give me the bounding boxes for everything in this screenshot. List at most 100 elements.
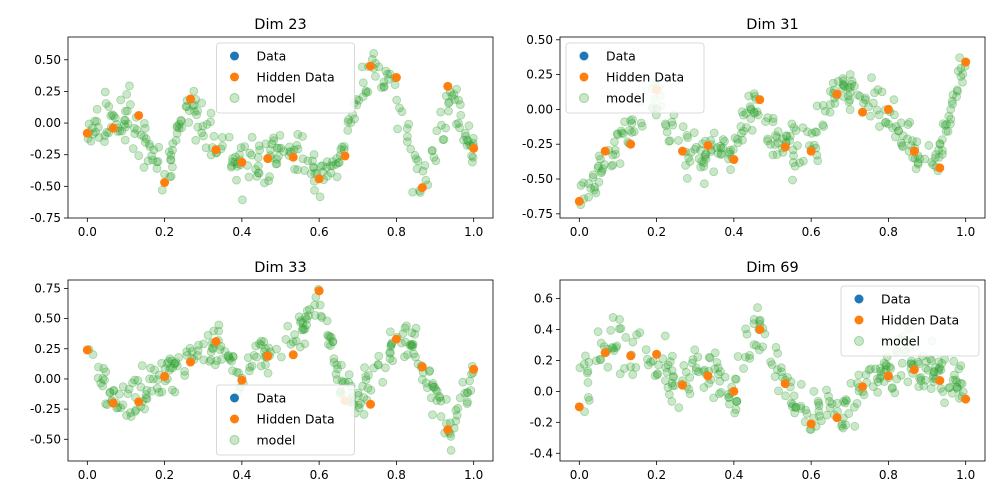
model-point bbox=[297, 325, 307, 335]
model-point bbox=[936, 383, 946, 393]
legend-marker bbox=[230, 72, 239, 82]
model-point bbox=[913, 159, 923, 169]
model-point bbox=[303, 156, 313, 166]
model-point bbox=[298, 323, 308, 333]
model-point bbox=[736, 122, 746, 131]
model-point bbox=[839, 396, 848, 406]
model-point bbox=[905, 117, 915, 127]
model-point bbox=[915, 154, 925, 164]
model-point bbox=[298, 318, 308, 328]
model-point bbox=[665, 136, 675, 146]
model-point bbox=[421, 175, 431, 185]
model-point bbox=[432, 396, 442, 405]
model-point bbox=[788, 399, 797, 409]
model-point bbox=[931, 150, 941, 159]
x-tick-label: 1.0 bbox=[464, 468, 483, 482]
model-point bbox=[946, 105, 956, 114]
model-point bbox=[120, 119, 129, 129]
model-point bbox=[358, 78, 368, 88]
hidden-data-point bbox=[729, 386, 739, 396]
model-point bbox=[98, 381, 107, 391]
model-point bbox=[820, 106, 830, 116]
axes-frame bbox=[559, 279, 986, 462]
model-point bbox=[663, 360, 673, 370]
model-point bbox=[875, 364, 885, 373]
model-point bbox=[713, 149, 723, 158]
model-point bbox=[761, 117, 770, 127]
model-point bbox=[441, 91, 451, 101]
model-point bbox=[749, 319, 759, 329]
model-point bbox=[427, 146, 437, 156]
model-point bbox=[745, 354, 754, 363]
hidden-data-point bbox=[883, 371, 893, 381]
model-point bbox=[226, 162, 236, 172]
model-point bbox=[276, 143, 286, 153]
model-point bbox=[844, 97, 854, 107]
model-point bbox=[199, 131, 208, 141]
model-point bbox=[584, 395, 594, 405]
model-point bbox=[938, 149, 947, 159]
model-point bbox=[388, 356, 398, 366]
model-point bbox=[773, 349, 783, 358]
model-point bbox=[185, 343, 195, 353]
model-point bbox=[635, 328, 645, 338]
model-point bbox=[141, 134, 151, 144]
model-point bbox=[464, 121, 474, 131]
model-point bbox=[337, 376, 347, 386]
model-point bbox=[813, 156, 823, 166]
model-point bbox=[871, 364, 880, 374]
hidden-data-point bbox=[314, 286, 324, 296]
model-point bbox=[875, 122, 884, 131]
model-point bbox=[942, 119, 951, 129]
model-point bbox=[386, 340, 396, 350]
model-point bbox=[620, 364, 629, 373]
model-point bbox=[247, 132, 257, 142]
model-point bbox=[766, 357, 776, 367]
model-point bbox=[232, 175, 241, 185]
model-point bbox=[296, 317, 305, 327]
model-point bbox=[718, 135, 728, 144]
model-point bbox=[139, 118, 149, 128]
y-tick-label: -0.75 bbox=[30, 211, 61, 225]
model-point bbox=[359, 393, 369, 402]
model-point bbox=[172, 121, 182, 131]
model-point bbox=[801, 405, 811, 415]
hidden-data-point bbox=[806, 419, 816, 429]
model-point bbox=[603, 362, 613, 372]
model-point bbox=[654, 360, 663, 370]
model-point bbox=[873, 377, 883, 387]
model-point bbox=[453, 403, 463, 413]
model-point bbox=[460, 128, 470, 138]
model-point bbox=[685, 157, 695, 167]
model-point bbox=[294, 312, 304, 322]
model-point bbox=[305, 305, 314, 314]
model-point bbox=[413, 156, 423, 166]
model-point bbox=[461, 131, 470, 141]
model-point bbox=[610, 145, 620, 155]
model-point bbox=[791, 403, 800, 413]
model-point bbox=[232, 367, 242, 377]
model-point bbox=[625, 125, 634, 135]
model-point bbox=[861, 93, 870, 103]
model-point bbox=[245, 366, 254, 376]
model-point bbox=[328, 161, 338, 171]
model-point bbox=[920, 375, 930, 385]
hidden-data-point bbox=[600, 348, 610, 358]
model-point bbox=[911, 164, 921, 174]
model-point bbox=[796, 401, 806, 411]
hidden-data-point bbox=[469, 143, 479, 153]
model-point bbox=[217, 133, 227, 142]
model-point bbox=[291, 336, 301, 346]
model-point bbox=[661, 376, 670, 386]
model-point bbox=[100, 131, 110, 141]
y-tick-label: -0.50 bbox=[30, 179, 61, 193]
model-point bbox=[868, 382, 878, 391]
model-point bbox=[847, 76, 857, 86]
model-point bbox=[116, 403, 126, 413]
model-point bbox=[803, 127, 812, 137]
model-point bbox=[293, 130, 303, 139]
model-point bbox=[818, 120, 828, 130]
model-point bbox=[381, 363, 390, 373]
hidden-data-point bbox=[626, 139, 636, 149]
model-point bbox=[730, 133, 740, 143]
